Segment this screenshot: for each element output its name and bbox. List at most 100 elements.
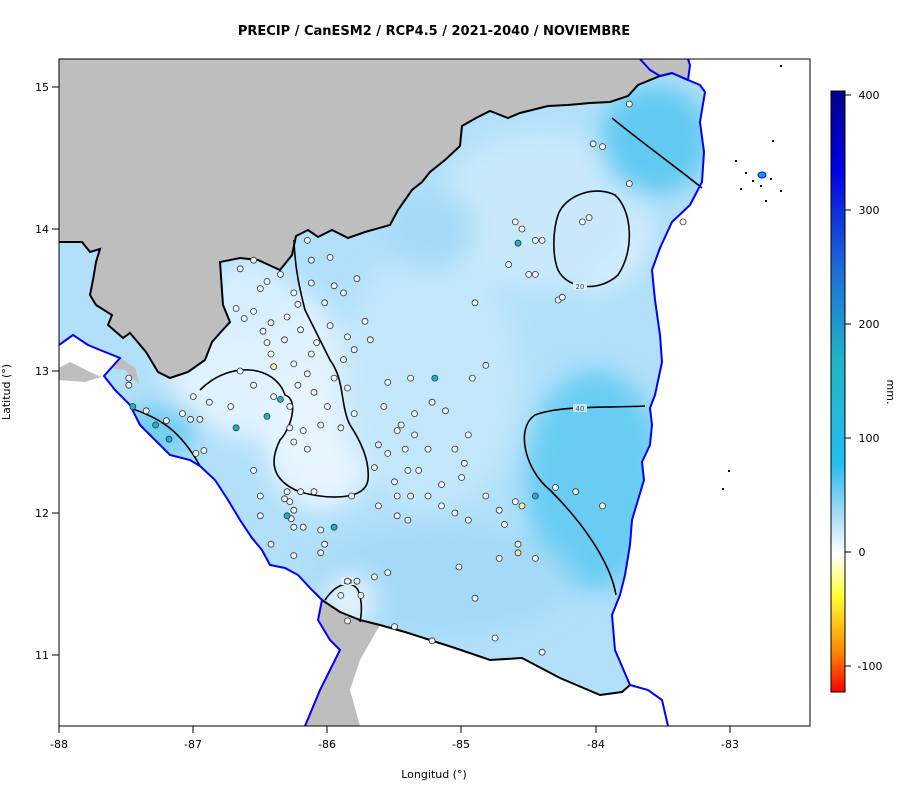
station-point xyxy=(625,100,633,108)
station-point xyxy=(585,214,593,222)
station-point xyxy=(511,498,519,506)
station-point xyxy=(240,315,248,322)
station-point xyxy=(366,336,374,344)
station-point xyxy=(286,403,294,410)
station-point xyxy=(424,445,432,453)
station-point xyxy=(460,459,468,467)
southern-white-area xyxy=(350,625,668,726)
x-tick-label: -88 xyxy=(50,738,68,751)
station-point xyxy=(438,502,445,510)
station-point xyxy=(205,398,213,406)
contour-ne-20 xyxy=(553,190,631,288)
x-tick-label: -83 xyxy=(721,738,739,751)
station-point xyxy=(424,492,432,500)
station-point xyxy=(326,322,334,330)
station-point xyxy=(236,367,244,375)
colorbar: 400 300 200 100 0 -100 xyxy=(830,89,883,693)
station-point xyxy=(357,592,365,599)
station-point xyxy=(310,388,318,396)
gulf-of-fonseca xyxy=(59,335,120,390)
station-point xyxy=(281,336,288,344)
station-point xyxy=(599,502,606,510)
station-point xyxy=(482,492,490,500)
colorbar-tick-label: -100 xyxy=(858,660,883,673)
station-point xyxy=(236,265,244,273)
station-point xyxy=(428,637,436,645)
field-north-mid xyxy=(385,190,475,270)
station-point xyxy=(281,495,288,503)
colorbar-tick-label: 200 xyxy=(859,318,880,331)
y-tick-label: 15 xyxy=(35,81,49,94)
colorbar-tick-label: 100 xyxy=(859,432,880,445)
x-tick-label: -87 xyxy=(184,738,202,751)
station-point xyxy=(471,594,479,602)
field-south-mid xyxy=(310,525,570,635)
station-point xyxy=(297,326,305,334)
contour-ne-corner xyxy=(611,117,703,189)
station-point xyxy=(431,374,439,382)
station-point xyxy=(482,361,490,369)
station-point xyxy=(303,236,311,244)
station-point xyxy=(290,289,298,297)
station-point xyxy=(407,374,415,382)
station-point xyxy=(125,381,133,389)
colorbar-tick-label: 0 xyxy=(859,546,866,559)
station-point xyxy=(307,256,315,264)
y-tick-label: 12 xyxy=(35,507,49,520)
station-point xyxy=(393,427,401,435)
field-ne-mid xyxy=(440,130,640,290)
station-point xyxy=(344,617,351,625)
y-axis-label: Latitud (°) xyxy=(0,364,13,420)
station-point xyxy=(518,502,526,510)
station-point xyxy=(514,239,522,247)
station-point xyxy=(442,407,449,415)
station-point xyxy=(532,555,539,562)
station-point xyxy=(538,236,546,244)
station-point xyxy=(270,393,278,401)
station-point xyxy=(393,492,401,500)
station-point xyxy=(344,333,351,341)
station-point xyxy=(391,478,398,486)
country-border-north xyxy=(59,71,689,380)
station-point xyxy=(299,427,307,435)
station-point xyxy=(340,356,347,364)
station-point xyxy=(321,299,329,307)
station-point xyxy=(290,523,298,531)
station-point xyxy=(200,447,208,454)
station-point xyxy=(532,236,539,244)
station-point xyxy=(370,573,378,581)
contour-label-bg-1 xyxy=(573,282,587,290)
station-point xyxy=(286,424,294,432)
station-point xyxy=(344,577,351,585)
colorbar-gradient xyxy=(830,90,846,693)
station-point xyxy=(464,516,472,524)
islands xyxy=(722,65,782,490)
station-point xyxy=(323,403,331,410)
y-tick-label: 11 xyxy=(35,649,49,662)
station-point xyxy=(256,512,264,520)
station-point xyxy=(290,438,298,446)
station-point xyxy=(187,415,194,423)
station-point xyxy=(501,521,508,528)
x-tick-label: -84 xyxy=(587,738,605,751)
station-point xyxy=(307,279,315,287)
station-point xyxy=(162,417,170,425)
pacific-ocean xyxy=(59,376,340,726)
station-point xyxy=(330,282,338,290)
station-point xyxy=(374,441,382,449)
station-point xyxy=(572,488,580,496)
station-point xyxy=(514,540,522,548)
station-point xyxy=(525,270,533,278)
station-point xyxy=(317,421,325,429)
station-point xyxy=(404,516,412,524)
x-axis-label: Longitud (°) xyxy=(401,768,467,781)
station-point xyxy=(495,555,503,562)
y-tick-label: 14 xyxy=(35,223,49,236)
station-point xyxy=(290,506,298,514)
station-point xyxy=(303,370,311,378)
station-point xyxy=(491,634,499,642)
field-central-mid xyxy=(340,250,520,510)
station-point xyxy=(267,540,275,548)
station-point xyxy=(259,327,267,335)
station-point xyxy=(250,381,258,389)
